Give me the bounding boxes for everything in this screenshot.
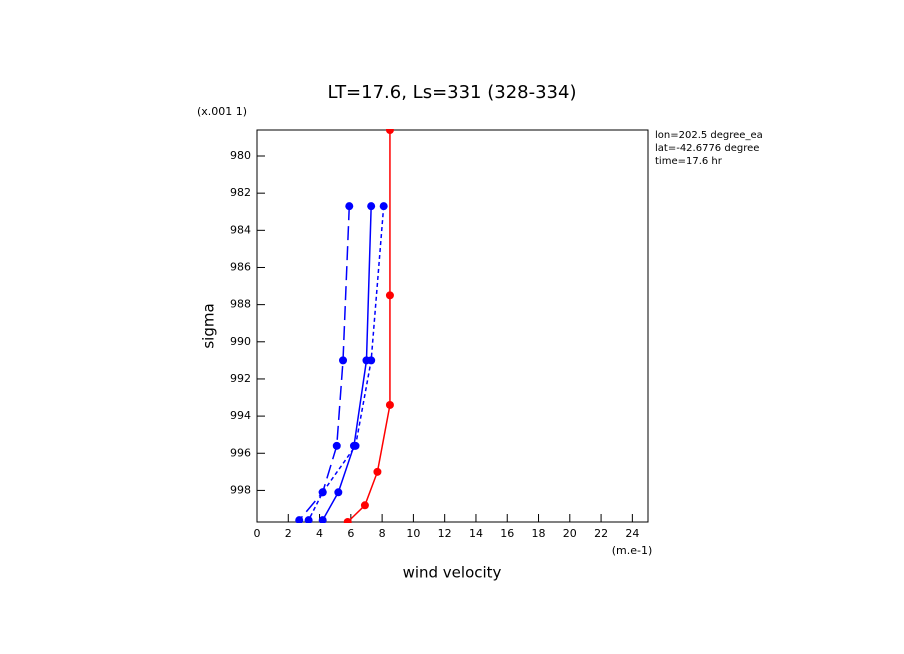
annotation: lat=-42.6776 degree [655, 143, 759, 154]
x-units: (m.e-1) [612, 544, 653, 557]
data-point [339, 356, 348, 365]
y-tick-label: 986 [230, 260, 251, 273]
data-point [385, 400, 394, 409]
data-point [343, 518, 352, 523]
x-tick-label: 18 [532, 527, 546, 540]
y-tick-label: 996 [230, 446, 251, 459]
chart-title: LT=17.6, Ls=331 (328-334) [328, 82, 577, 103]
x-tick-label: 24 [625, 527, 639, 540]
plot-area [295, 129, 394, 523]
y-tick-label: 984 [230, 223, 251, 236]
data-point [360, 501, 369, 510]
data-point [385, 291, 394, 300]
data-point [304, 516, 313, 523]
y-tick-label: 998 [230, 483, 251, 496]
data-point [318, 488, 327, 497]
y-units: (x.001 1) [197, 105, 247, 118]
data-point [334, 488, 343, 497]
plot-frame [256, 129, 649, 523]
y-tick-label: 994 [230, 409, 251, 422]
data-point [379, 202, 388, 211]
x-tick-label: 2 [285, 527, 292, 540]
x-tick-label: 16 [500, 527, 514, 540]
y-tick-label: 990 [230, 335, 251, 348]
data-point [295, 516, 304, 523]
data-point [351, 441, 360, 450]
series-line [347, 130, 391, 523]
y-tick-label: 992 [230, 372, 251, 385]
x-tick-label: 12 [438, 527, 452, 540]
x-tick-label: 14 [469, 527, 483, 540]
annotation: lon=202.5 degree_ea [655, 130, 763, 141]
y-tick-label: 988 [230, 298, 251, 311]
data-point [367, 202, 376, 211]
y-tick-label: 982 [230, 186, 251, 199]
y-axis-label: sigma [200, 303, 218, 348]
x-tick-label: 22 [594, 527, 608, 540]
x-tick-label: 8 [379, 527, 386, 540]
x-tick-label: 20 [563, 527, 577, 540]
x-tick-label: 6 [347, 527, 354, 540]
data-point [345, 202, 354, 211]
x-tick-label: 10 [406, 527, 420, 540]
data-point [332, 441, 341, 450]
data-point [318, 516, 327, 523]
data-point [373, 467, 382, 476]
data-point [385, 129, 394, 134]
data-point [367, 356, 376, 365]
x-tick-label: 4 [316, 527, 323, 540]
y-tick-label: 980 [230, 149, 251, 162]
x-tick-label: 0 [254, 527, 261, 540]
x-axis-label: wind velocity [403, 564, 502, 582]
annotation: time=17.6 hr [655, 156, 723, 167]
